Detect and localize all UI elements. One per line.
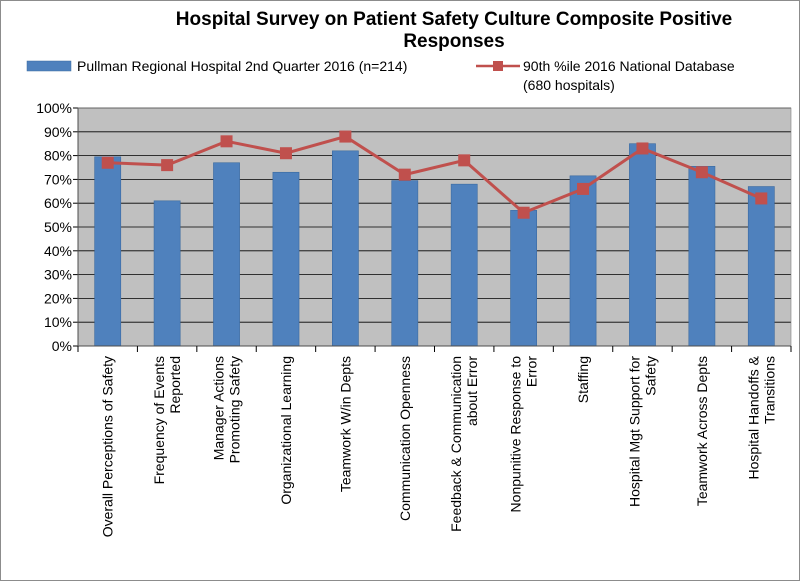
bar [747, 186, 775, 347]
x-category-label: Teamwork Across Depts [694, 356, 710, 506]
line-marker [101, 156, 114, 169]
line-marker [398, 168, 411, 181]
x-category-label: Feedback & Communication [448, 356, 464, 532]
y-tick-label: 0% [52, 338, 72, 354]
y-tick-label: 20% [44, 290, 72, 306]
y-tick-label: 70% [44, 171, 72, 187]
chart-title-line: Responses [403, 31, 504, 52]
y-tick-label: 10% [44, 314, 72, 330]
y-tick-label: 60% [44, 195, 72, 211]
legend-label-bars: Pullman Regional Hospital 2nd Quarter 20… [77, 58, 407, 74]
bar [391, 180, 419, 347]
bar [569, 175, 597, 347]
bar [94, 156, 122, 347]
y-tick-label: 40% [44, 243, 72, 259]
bar [332, 150, 359, 347]
chart-title-line: Hospital Survey on Patient Safety Cultur… [176, 9, 732, 30]
line-marker [279, 147, 292, 160]
x-category-label: Hospital Mgt Support for [626, 356, 642, 507]
line-marker [755, 192, 768, 205]
legend-label-line: 90th %ile 2016 National Database [523, 58, 735, 74]
x-category-label: Overall Perceptions of Safety [100, 356, 116, 537]
x-category-label: Transitions [761, 356, 777, 424]
x-category-label: Hospital Handoffs & [745, 355, 761, 479]
bar [213, 162, 240, 347]
line-marker [458, 154, 471, 167]
legend-swatch-marker [493, 61, 503, 71]
x-category-label: Nonpunitive Response to [508, 356, 524, 513]
line-marker [161, 159, 174, 172]
line-marker [577, 182, 590, 195]
y-tick-label: 100% [36, 100, 72, 116]
x-category-label: Teamwork W/in Depts [337, 356, 353, 492]
line-marker [695, 166, 708, 179]
legend-label-line-2: (680 hospitals) [523, 77, 615, 93]
x-category-label: about Error [464, 356, 480, 426]
bar [272, 171, 300, 347]
bar [629, 143, 656, 347]
bar [688, 166, 716, 347]
bar [450, 183, 478, 347]
series-line [107, 134, 762, 215]
chart-title: Hospital Survey on Patient Safety Cultur… [176, 9, 732, 52]
x-category-label: Reported [167, 356, 183, 414]
x-category-label: Staffing [575, 356, 591, 403]
line-marker [636, 142, 649, 155]
x-category-label: Error [524, 356, 540, 387]
legend: Pullman Regional Hospital 2nd Quarter 20… [26, 58, 735, 93]
y-tick-label: 90% [44, 124, 72, 140]
line-marker [339, 130, 352, 143]
y-tick-label: 80% [44, 148, 72, 164]
legend-swatch-bars [26, 60, 72, 72]
x-category-label: Promoting Safety [227, 356, 243, 463]
y-tick-label: 50% [44, 219, 72, 235]
y-tick-label: 30% [44, 267, 72, 283]
bar [510, 210, 537, 347]
x-category-label: Frequency of Events [151, 356, 167, 484]
line-marker [220, 135, 233, 148]
plot-area: 0% 10% 20% 30% 40% 50% 60% 70% 80% 90% 100% Overall… [36, 100, 792, 537]
line-marker [517, 206, 530, 219]
bar [153, 200, 181, 347]
x-category-label: Safety [642, 356, 658, 396]
x-category-label: Communication Openness [397, 356, 413, 521]
x-category-label: Manager Actions [211, 356, 227, 460]
x-category-label: Organizational Learning [278, 356, 294, 505]
